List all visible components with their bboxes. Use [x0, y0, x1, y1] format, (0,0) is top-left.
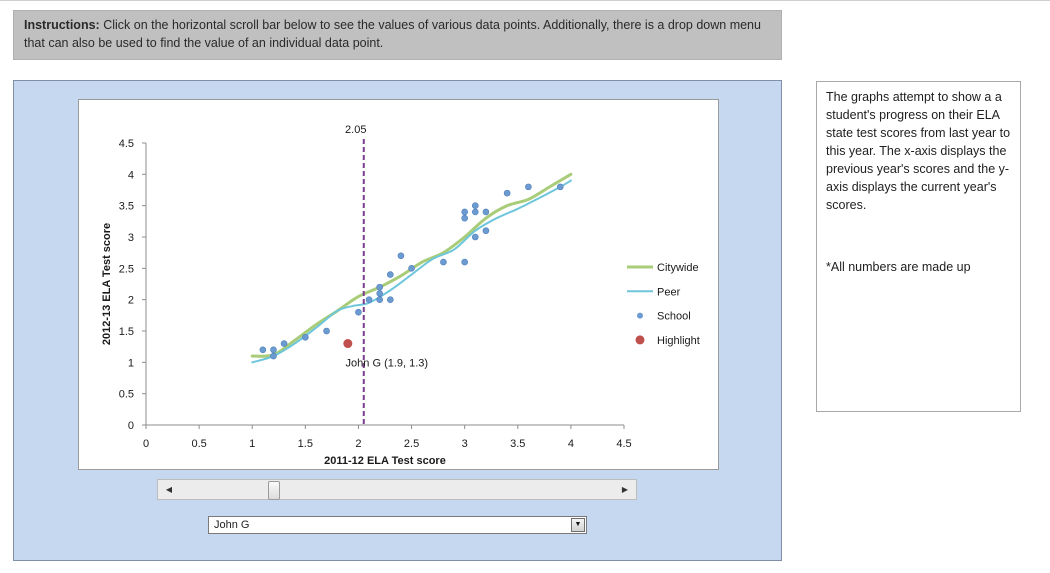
chevron-down-icon[interactable]: ▼	[571, 518, 585, 532]
x-tick-label: 0.5	[191, 438, 206, 450]
x-tick-label: 0	[143, 438, 149, 450]
footnote-text: *All numbers are made up	[826, 260, 971, 274]
instructions-label: Instructions:	[24, 18, 100, 32]
school-point	[355, 308, 362, 316]
chart-panel: 0 0.5 1 1.5 2 2.5 3 3.5 4 4.5 0 0.5 1 1.5 2 2.5 3 3.5 4 4.5…	[13, 80, 782, 561]
school-point	[376, 290, 383, 297]
y-tick-label: 2	[128, 295, 134, 307]
top-rule	[0, 0, 1050, 1]
school-point	[270, 346, 277, 354]
school-point	[270, 352, 277, 360]
school-point	[482, 208, 490, 216]
scatter-chart: 0 0.5 1 1.5 2 2.5 3 3.5 4 4.5 0 0.5 1 1.5 2 2.5 3 3.5 4 4.5…	[101, 124, 700, 467]
x-tick-label: 2.5	[404, 438, 419, 450]
school-point	[323, 327, 330, 335]
school-point	[503, 189, 511, 197]
y-tick-label: 2.5	[119, 263, 134, 275]
school-point	[387, 271, 394, 278]
x-tick-label: 3	[462, 438, 468, 450]
scroll-thumb[interactable]	[268, 481, 280, 500]
vertical-marker-label: 2.05	[345, 124, 366, 136]
y-tick-label: 4.5	[119, 138, 134, 150]
x-tick-label: 1.5	[298, 438, 313, 450]
scroll-right-arrow-icon[interactable]: ▶	[621, 485, 629, 494]
y-tick-label: 4	[128, 169, 134, 181]
legend-school-label: School	[657, 311, 691, 323]
school-point	[461, 214, 468, 222]
x-axis-title: 2011-12 ELA Test score	[324, 455, 446, 467]
school-point	[471, 208, 479, 216]
legend-highlight-label: Highlight	[657, 335, 700, 347]
school-point	[471, 233, 479, 241]
instructions-text: Click on the horizontal scroll bar below…	[24, 18, 761, 50]
x-tick-label: 2	[355, 438, 361, 450]
legend-highlight-swatch	[635, 335, 645, 345]
y-tick-label: 3.5	[119, 201, 134, 213]
school-point	[397, 252, 405, 260]
y-tick-label: 1	[128, 357, 134, 369]
instructions-banner: Instructions: Click on the horizontal sc…	[13, 10, 782, 60]
description-text: The graphs attempt to show a a student's…	[826, 90, 1011, 212]
school-point	[461, 258, 468, 266]
x-tick-label: 1	[249, 438, 255, 450]
school-point	[376, 283, 383, 291]
chart-area: 0 0.5 1 1.5 2 2.5 3 3.5 4 4.5 0 0.5 1 1.5 2 2.5 3 3.5 4 4.5…	[78, 99, 719, 470]
school-point	[387, 296, 394, 303]
y-tick-label: 3	[128, 232, 134, 244]
school-point	[408, 265, 415, 272]
school-point	[365, 296, 373, 303]
x-tick-label: 4.5	[616, 438, 631, 450]
school-point	[440, 258, 447, 266]
y-tick-label: 1.5	[119, 326, 134, 338]
x-tick-label: 3.5	[510, 438, 525, 450]
legend-peer-label: Peer	[657, 286, 681, 298]
school-point	[525, 183, 532, 191]
school-point	[376, 296, 383, 303]
school-point	[556, 183, 564, 191]
legend-school-swatch	[637, 312, 643, 319]
horizontal-scrollbar[interactable]: ◀ ▶	[157, 479, 637, 500]
student-dropdown[interactable]: John G ▼	[208, 516, 587, 534]
school-point	[302, 333, 309, 341]
highlight-point	[343, 339, 353, 349]
x-tick-label: 4	[568, 438, 574, 450]
school-point	[461, 208, 468, 216]
data-point-annotation: John G (1.9, 1.3)	[346, 358, 429, 370]
legend-citywide-label: Citywide	[657, 262, 699, 274]
dropdown-selected-value: John G	[214, 519, 250, 531]
school-point	[471, 202, 479, 209]
school-point	[259, 346, 267, 354]
y-tick-label: 0.5	[119, 389, 134, 401]
scroll-left-arrow-icon[interactable]: ◀	[165, 485, 173, 494]
school-point	[280, 340, 288, 347]
peer-series-line	[251, 179, 572, 364]
description-box: The graphs attempt to show a a student's…	[816, 81, 1021, 412]
y-tick-label: 0	[128, 420, 134, 432]
y-axis-title: 2012-13 ELA Test score	[101, 223, 113, 345]
school-point	[482, 227, 490, 235]
